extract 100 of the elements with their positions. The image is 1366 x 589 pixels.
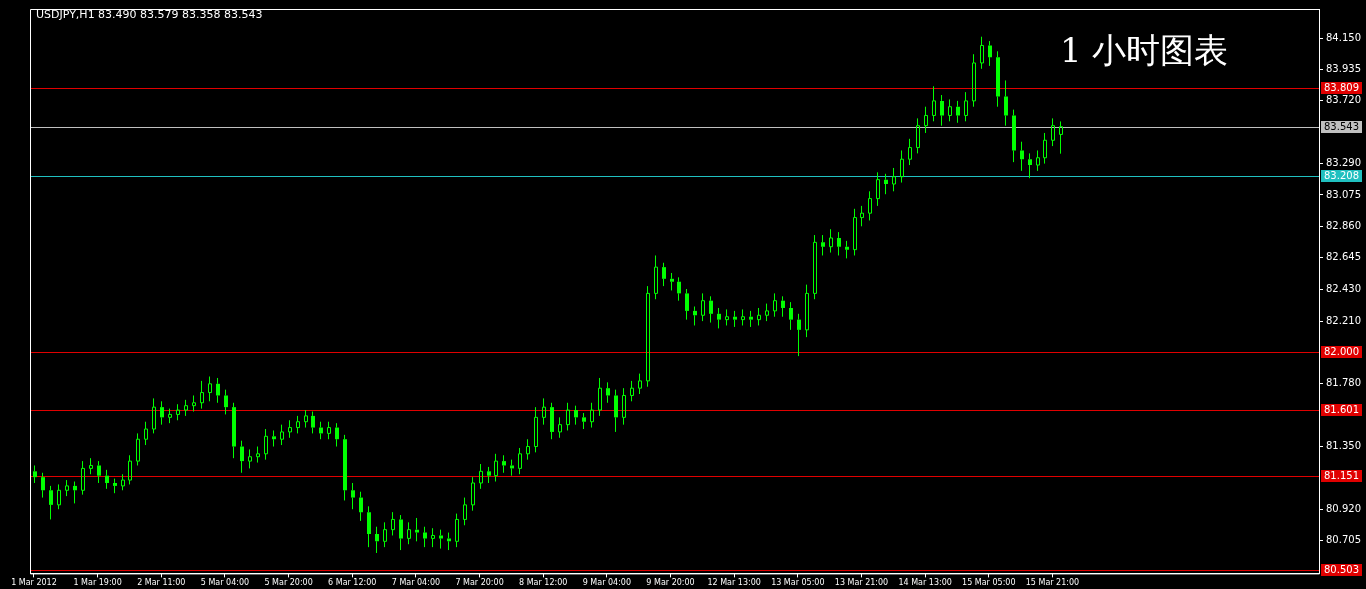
y-tick-label: 82.645: [1326, 251, 1362, 263]
x-tick-label: 5 Mar 20:00: [264, 578, 313, 588]
candlestick: [542, 397, 546, 426]
candlestick: [97, 460, 101, 484]
annotation: 1 小时图表: [1060, 29, 1229, 72]
candlestick: [89, 457, 93, 475]
candlestick: [1012, 109, 1016, 163]
ref-line-label: 83.543: [1324, 120, 1360, 132]
candlestick: [821, 234, 825, 256]
candlestick: [1059, 120, 1063, 155]
candlestick: [749, 310, 753, 328]
candlestick: [216, 377, 220, 404]
candlestick: [550, 402, 554, 440]
candlestick: [598, 377, 602, 417]
ref-line-label: 82.000: [1324, 345, 1360, 357]
candlestick: [1043, 132, 1047, 165]
candlestick: [510, 459, 514, 477]
candlestick: [614, 389, 618, 433]
candlestick: [876, 171, 880, 207]
candlestick: [160, 400, 164, 426]
x-tick-label: 13 Mar 21:00: [834, 578, 889, 588]
candlestick: [670, 272, 674, 291]
candlestick: [590, 402, 594, 429]
candlestick: [837, 231, 841, 256]
y-tick-label: 82.860: [1326, 219, 1362, 231]
candlestick: [57, 483, 61, 510]
candlestick: [733, 310, 737, 328]
candlestick: [335, 422, 339, 448]
candlestick: [988, 40, 992, 67]
x-tick-label: 13 Mar 05:00: [771, 578, 825, 588]
candlestick: [781, 295, 785, 318]
candlestick: [272, 429, 276, 448]
candlestick: [948, 98, 952, 122]
candlestick: [431, 527, 435, 548]
candlestick: [447, 532, 451, 551]
y-tick-label: 84.150: [1326, 31, 1362, 43]
x-tick-label: 1 Mar 2012: [11, 578, 57, 588]
candlestick: [1036, 149, 1040, 172]
candlestick: [351, 482, 355, 510]
candlestick: [1020, 141, 1024, 172]
candlestick: [192, 394, 196, 413]
candlestick: [494, 453, 498, 483]
candlestick: [534, 406, 538, 453]
candlestick: [860, 205, 864, 227]
ref-line-label: 81.601: [1324, 403, 1360, 415]
candlestick: [33, 464, 37, 484]
candlestick: [288, 419, 292, 439]
candlestick: [709, 295, 713, 324]
candlestick: [256, 446, 260, 464]
candlestick: [845, 240, 849, 259]
candlestick: [805, 284, 809, 338]
y-tick-label: 81.350: [1326, 440, 1362, 452]
candlestick: [105, 469, 109, 490]
candlestick: [407, 521, 411, 545]
candlestick: [367, 505, 371, 548]
candlestick: [757, 307, 761, 326]
candlestick: [311, 411, 315, 434]
candlestick: [829, 228, 833, 254]
candlestick: [391, 511, 395, 536]
candlestick: [717, 307, 721, 329]
candlestick: [240, 440, 244, 474]
chart-title: USDJPY,H1 83.490 83.579 83.358 83.543: [36, 8, 263, 21]
ref-line-label: 80.503: [1324, 563, 1360, 575]
candlestick: [49, 485, 53, 520]
x-tick-label: 7 Mar 20:00: [455, 578, 504, 588]
candlestick: [940, 94, 944, 127]
candlestick: [1028, 152, 1032, 179]
ref-line-label: 83.809: [1324, 81, 1360, 93]
candlestick: [789, 301, 793, 331]
candlestick: [113, 478, 117, 494]
candlestick: [232, 402, 236, 459]
candlestick: [701, 292, 705, 322]
candlestick: [606, 381, 610, 404]
candlestick: [41, 472, 45, 499]
y-tick-label: 82.430: [1326, 282, 1362, 294]
candlestick: [900, 149, 904, 184]
candlestick: [622, 387, 626, 426]
candlestick: [359, 491, 363, 522]
x-tick-label: 9 Mar 04:00: [582, 578, 632, 588]
candlestick: [479, 463, 483, 490]
ref-line-label: 81.151: [1324, 469, 1360, 481]
candlestick: [200, 380, 204, 410]
candlestick: [383, 521, 387, 548]
x-tick-label: 14 Mar 13:00: [898, 578, 952, 588]
candlestick: [343, 434, 347, 501]
candlestick: [1004, 79, 1008, 127]
x-tick-label: 15 Mar 21:00: [1025, 578, 1080, 588]
candlestick: [956, 100, 960, 124]
candlestick: [304, 409, 308, 429]
candlestick: [996, 50, 1000, 108]
y-tick-label: 83.075: [1326, 188, 1362, 200]
candlestick: [264, 428, 268, 461]
candlestick: [375, 526, 379, 554]
candlestick: [630, 380, 634, 402]
ref-line-label: 83.208: [1324, 169, 1360, 181]
y-tick-label: 80.705: [1326, 534, 1362, 546]
x-tick-label: 15 Mar 05:00: [962, 578, 1016, 588]
candlestick: [916, 117, 920, 154]
candlestick: [646, 285, 650, 388]
y-tick-label: 81.780: [1326, 377, 1362, 389]
